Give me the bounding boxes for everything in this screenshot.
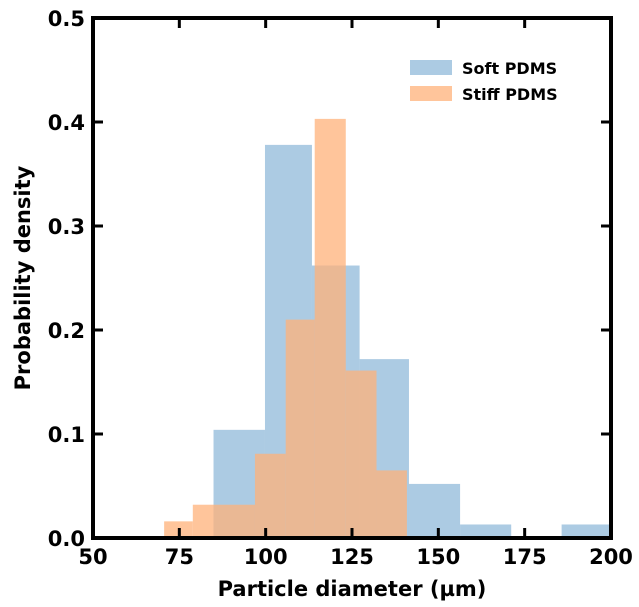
plot-frame (91, 16, 613, 540)
x-tick-label: 50 (78, 545, 107, 569)
bar-soft-pdms-4 (408, 483, 461, 538)
y-tick-label: 0.2 (48, 319, 85, 343)
x-tick-label: 75 (165, 545, 194, 569)
tick-labels-layer: 50 75 100 125 150 175 200 0.0 0.1 0.2 0.3 0.4 0.5 (48, 7, 633, 569)
bar-stiff-pdms-2 (213, 504, 255, 538)
bar-stiff-pdms-4 (285, 319, 315, 538)
y-tick-label: 0.0 (48, 527, 85, 551)
y-tick-label: 0.4 (48, 111, 85, 135)
bar-soft-pdms-5 (460, 524, 512, 538)
y-tick-label: 0.3 (48, 215, 85, 239)
legend-label-stiff-pdms: Stiff PDMS (462, 85, 558, 104)
bars-layer (164, 118, 611, 538)
x-tick-label: 125 (330, 545, 374, 569)
legend-label-soft-pdms: Soft PDMS (462, 59, 557, 78)
y-axis-label: Probability density (11, 165, 35, 390)
x-tick-label: 200 (589, 545, 633, 569)
bar-stiff-pdms-3 (254, 453, 286, 538)
bar-stiff-pdms-6 (345, 370, 377, 538)
x-tick-label: 150 (416, 545, 460, 569)
bar-stiff-pdms-1 (192, 504, 214, 538)
y-tick-label: 0.1 (48, 423, 85, 447)
x-tick-label: 175 (503, 545, 547, 569)
legend: Soft PDMS Stiff PDMS (410, 59, 558, 104)
bar-soft-pdms-7 (561, 524, 611, 538)
bar-stiff-pdms-7 (376, 470, 407, 538)
x-tick-label: 100 (244, 545, 288, 569)
legend-swatch-soft-pdms (410, 60, 452, 75)
bar-stiff-pdms-5 (314, 118, 346, 538)
y-tick-label: 0.5 (48, 7, 85, 31)
x-axis-label: Particle diameter (µm) (218, 577, 487, 601)
legend-swatch-stiff-pdms (410, 86, 452, 101)
